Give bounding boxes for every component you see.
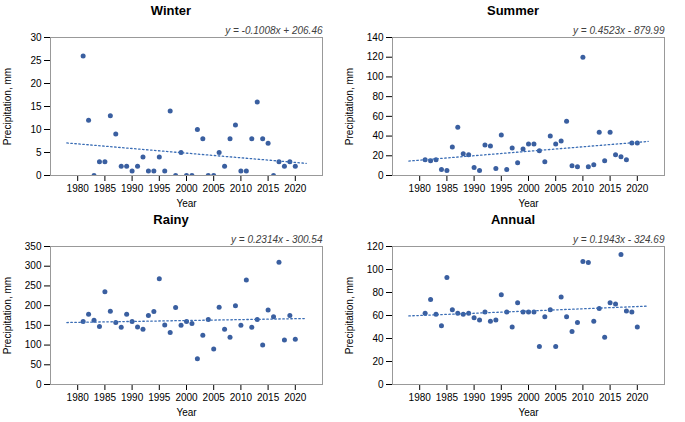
svg-text:Precipitation, mm: Precipitation, mm [344, 277, 355, 354]
svg-text:100: 100 [367, 71, 384, 82]
html-text:Annual: Annual [491, 212, 535, 227]
svg-text:2015: 2015 [599, 392, 622, 403]
html-text:Rainy: Rainy [153, 212, 189, 227]
svg-text:0: 0 [36, 379, 42, 390]
svg-text:1995: 1995 [490, 392, 513, 403]
svg-text:2000: 2000 [175, 392, 198, 403]
svg-text:Year: Year [518, 407, 539, 418]
svg-text:2015: 2015 [257, 183, 280, 194]
svg-text:1985: 1985 [94, 183, 117, 194]
svg-text:2010: 2010 [572, 183, 595, 194]
svg-text:Year: Year [176, 198, 197, 209]
svg-text:y = 0.2314x - 300.54: y = 0.2314x - 300.54 [230, 234, 323, 245]
svg-text:1990: 1990 [463, 183, 486, 194]
svg-text:1980: 1980 [67, 183, 90, 194]
svg-text:Year: Year [176, 407, 197, 418]
svg-text:1995: 1995 [490, 183, 513, 194]
svg-text:Precipitation, mm: Precipitation, mm [2, 68, 13, 145]
svg-text:1980: 1980 [409, 183, 432, 194]
svg-text:60: 60 [372, 111, 384, 122]
svg-text:Precipitation, mm: Precipitation, mm [2, 277, 13, 354]
svg-text:15: 15 [30, 101, 42, 112]
svg-text:y = 0.1943x - 324.69: y = 0.1943x - 324.69 [572, 234, 665, 245]
svg-text:2020: 2020 [284, 183, 307, 194]
svg-text:300: 300 [25, 260, 42, 271]
svg-text:150: 150 [25, 320, 42, 331]
svg-text:1985: 1985 [436, 392, 459, 403]
svg-text:2020: 2020 [626, 392, 649, 403]
html-text:Winter: Winter [150, 3, 192, 18]
svg-text:250: 250 [25, 280, 42, 291]
svg-text:100: 100 [367, 264, 384, 275]
svg-text:20: 20 [372, 150, 384, 161]
svg-text:350: 350 [25, 241, 42, 252]
svg-text:1985: 1985 [94, 392, 117, 403]
svg-text:2020: 2020 [284, 392, 307, 403]
svg-text:2000: 2000 [517, 183, 540, 194]
svg-text:30: 30 [30, 32, 42, 43]
svg-text:1980: 1980 [409, 392, 432, 403]
svg-text:1980: 1980 [67, 392, 90, 403]
svg-text:0: 0 [36, 170, 42, 181]
svg-text:120: 120 [367, 241, 384, 252]
svg-text:0: 0 [378, 379, 384, 390]
svg-text:2005: 2005 [203, 392, 226, 403]
svg-text:80: 80 [372, 287, 384, 298]
svg-text:y = -0.1008x + 206.46: y = -0.1008x + 206.46 [224, 25, 323, 36]
svg-text:5: 5 [36, 147, 42, 158]
svg-text:2000: 2000 [175, 183, 198, 194]
svg-text:40: 40 [372, 130, 384, 141]
svg-text:140: 140 [367, 32, 384, 43]
svg-text:y = 0.4523x - 879.99: y = 0.4523x - 879.99 [572, 25, 665, 36]
svg-text:80: 80 [372, 91, 384, 102]
svg-text:1990: 1990 [121, 392, 144, 403]
svg-text:1990: 1990 [463, 392, 486, 403]
svg-text:2020: 2020 [626, 183, 649, 194]
svg-text:1985: 1985 [436, 183, 459, 194]
svg-text:2010: 2010 [230, 392, 253, 403]
svg-text:60: 60 [372, 310, 384, 321]
html-text:Summer: Summer [487, 3, 539, 18]
svg-text:20: 20 [30, 78, 42, 89]
svg-text:200: 200 [25, 300, 42, 311]
svg-text:2015: 2015 [257, 392, 280, 403]
svg-text:120: 120 [367, 51, 384, 62]
svg-text:100: 100 [25, 339, 42, 350]
svg-text:50: 50 [30, 359, 42, 370]
svg-text:2015: 2015 [599, 183, 622, 194]
svg-text:25: 25 [30, 55, 42, 66]
svg-text:2010: 2010 [230, 183, 253, 194]
svg-text:1990: 1990 [121, 183, 144, 194]
svg-text:0: 0 [378, 170, 384, 181]
svg-text:2010: 2010 [572, 392, 595, 403]
svg-text:Year: Year [518, 198, 539, 209]
svg-text:1995: 1995 [148, 183, 171, 194]
svg-text:2005: 2005 [203, 183, 226, 194]
svg-text:20: 20 [372, 356, 384, 367]
svg-text:2000: 2000 [517, 392, 540, 403]
svg-text:10: 10 [30, 124, 42, 135]
svg-text:40: 40 [372, 333, 384, 344]
svg-text:2005: 2005 [545, 392, 568, 403]
svg-text:1995: 1995 [148, 392, 171, 403]
svg-text:2005: 2005 [545, 183, 568, 194]
svg-text:Precipitation, mm: Precipitation, mm [344, 68, 355, 145]
